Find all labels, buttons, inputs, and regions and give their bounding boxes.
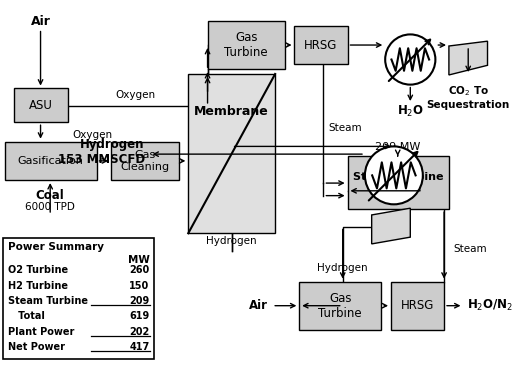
Bar (348, 156, 449, 209)
Text: 209: 209 (129, 296, 149, 306)
Text: ASU: ASU (29, 99, 53, 112)
Text: 619: 619 (129, 312, 149, 322)
Text: Hydrogen
153 MMSCFD: Hydrogen 153 MMSCFD (58, 138, 145, 166)
Text: MW: MW (128, 256, 149, 266)
Text: 260: 260 (129, 265, 149, 275)
Text: Gas
Turbine: Gas Turbine (224, 31, 268, 59)
Text: Power Summary: Power Summary (8, 242, 104, 252)
Text: Gas
Turbine: Gas Turbine (319, 292, 362, 320)
Bar (294, 26, 348, 64)
Bar (208, 21, 285, 69)
Text: Net Power: Net Power (8, 342, 65, 352)
Text: Oxygen: Oxygen (115, 90, 155, 100)
Text: 417: 417 (129, 342, 149, 352)
Text: H2 Turbine: H2 Turbine (8, 280, 67, 290)
Text: H$_2$O: H$_2$O (397, 104, 424, 119)
Text: O2 Turbine: O2 Turbine (8, 265, 68, 275)
Text: Steam: Steam (328, 123, 362, 133)
Text: Gas
Cleaning: Gas Cleaning (120, 150, 169, 172)
Text: H$_2$O/N$_2$: H$_2$O/N$_2$ (467, 298, 513, 313)
Bar (5, 142, 97, 180)
Text: 150: 150 (129, 280, 149, 290)
Text: 209 MW: 209 MW (375, 142, 420, 152)
Bar (391, 282, 444, 330)
Text: Air: Air (249, 299, 268, 312)
Text: Steam: Steam (454, 244, 487, 254)
Text: HRSG: HRSG (401, 299, 434, 312)
Bar (3, 238, 155, 359)
Text: CO$_2$ To
Sequestration: CO$_2$ To Sequestration (427, 85, 510, 110)
Text: Plant Power: Plant Power (8, 327, 74, 337)
Bar (111, 142, 179, 180)
Text: Membrane: Membrane (194, 105, 269, 118)
Text: Oxygen: Oxygen (73, 130, 113, 140)
Text: 6000 TPD: 6000 TPD (25, 202, 75, 212)
Text: Steam Turbine
System: Steam Turbine System (353, 172, 443, 193)
Text: HRSG: HRSG (304, 39, 338, 52)
Text: Coal: Coal (36, 189, 64, 202)
Text: Steam Turbine: Steam Turbine (8, 296, 88, 306)
Bar (188, 74, 275, 233)
Text: Gasification: Gasification (18, 156, 84, 166)
Circle shape (365, 147, 423, 204)
Polygon shape (449, 41, 487, 75)
Text: 202: 202 (129, 327, 149, 337)
Polygon shape (372, 208, 411, 244)
Circle shape (385, 35, 435, 85)
Text: Air: Air (31, 15, 50, 28)
Bar (15, 88, 67, 122)
Text: Hydrogen: Hydrogen (318, 263, 368, 273)
Bar (299, 282, 381, 330)
Text: Hydrogen: Hydrogen (207, 236, 257, 246)
Text: Total: Total (8, 312, 45, 322)
